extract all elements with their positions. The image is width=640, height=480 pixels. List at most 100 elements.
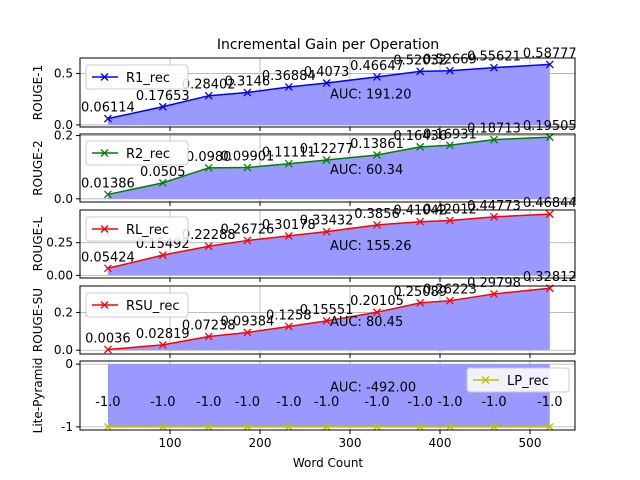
data-point-marker	[103, 114, 112, 123]
data-point-marker	[445, 216, 454, 225]
marker-stroke	[243, 163, 252, 172]
data-point-marker	[204, 163, 213, 172]
data-point-marker	[204, 422, 213, 431]
data-point-marker	[373, 422, 381, 431]
data-point-marker	[322, 227, 331, 236]
data-label: -1.0	[150, 395, 175, 410]
marker-stroke	[445, 216, 454, 225]
data-point-marker	[284, 159, 293, 168]
axes-frame	[79, 209, 576, 279]
data-point-marker	[103, 422, 112, 431]
data-label: 0.46844	[523, 196, 577, 211]
data-point-marker	[545, 210, 554, 219]
legend: RL_rec	[85, 216, 189, 242]
data-point-marker	[243, 328, 252, 337]
data-label: 0.0505	[140, 165, 186, 180]
data-point-marker	[545, 422, 554, 431]
data-label: 0.3146	[225, 75, 271, 90]
x-tick-label: 100	[159, 436, 182, 450]
data-label: 0.46647	[350, 59, 404, 74]
data-point-marker	[103, 264, 112, 273]
marker-stroke	[545, 60, 554, 69]
marker-stroke	[243, 422, 252, 431]
data-label: 0.01386	[81, 176, 135, 191]
data-point-marker	[545, 60, 554, 69]
data-point-marker	[284, 231, 293, 240]
data-label: 0.55621	[467, 50, 521, 65]
y-tick-label: 0.25	[46, 236, 73, 250]
legend: R2_rec	[85, 140, 189, 166]
chart-title: Incremental Gain per Operation	[217, 37, 439, 53]
marker-stroke	[284, 159, 293, 168]
data-label: 0.18713	[467, 122, 521, 137]
axes-frame	[79, 133, 576, 203]
marker-stroke	[243, 88, 252, 97]
data-point-marker	[103, 190, 112, 199]
subplot-stack: 0.061140.176530.284020.31460.368840.4073…	[31, 46, 577, 450]
data-label: 0.12277	[300, 142, 354, 157]
data-label: 0.33432	[300, 214, 354, 229]
legend-box	[85, 64, 189, 90]
legend-label: RL_rec	[126, 223, 169, 238]
marker-stroke	[103, 422, 112, 431]
data-point-marker	[322, 156, 331, 164]
marker-stroke	[204, 242, 213, 251]
data-label: -1.0	[276, 395, 301, 410]
y-axis-label: ROUGE-SU	[31, 288, 45, 352]
axes-frame	[79, 57, 576, 128]
marker-stroke	[158, 178, 167, 187]
marker-stroke	[445, 296, 454, 305]
data-point-marker	[284, 322, 293, 331]
marker-stroke	[490, 422, 498, 431]
legend-marker	[100, 73, 109, 81]
data-label: 0.25089	[393, 285, 447, 300]
x-axis-label: Word Count	[293, 456, 364, 470]
marker-stroke	[103, 114, 112, 123]
data-point-marker	[158, 340, 167, 349]
auc-annotation: AUC: -492.00	[330, 381, 416, 396]
marker-stroke	[416, 217, 425, 226]
subplot-3: 0.054240.154920.222880.267260.301780.334…	[31, 196, 577, 282]
data-label: -1.0	[95, 395, 120, 410]
auc-annotation: AUC: 155.26	[330, 239, 412, 254]
data-label: 0.07238	[182, 319, 236, 334]
y-axis-label: ROUGE-2	[31, 140, 45, 195]
legend: R1_rec	[85, 64, 189, 90]
data-label: 0.58777	[523, 46, 577, 61]
data-point-marker	[158, 251, 167, 260]
marker-stroke	[373, 308, 381, 317]
data-label: 0.0036	[85, 332, 131, 347]
data-point-marker	[373, 308, 381, 317]
auc-annotation: AUC: 191.20	[330, 88, 412, 103]
marker-stroke	[545, 210, 554, 219]
axes-frame	[79, 360, 576, 431]
data-point-marker	[490, 135, 498, 144]
data-label: -1.0	[408, 395, 433, 410]
marker-stroke	[373, 72, 381, 81]
data-label: 0.05424	[81, 250, 135, 265]
data-label: 0.02819	[136, 327, 190, 342]
marker-stroke	[490, 289, 498, 298]
data-point-marker	[416, 67, 425, 76]
data-label: -1.0	[537, 395, 562, 410]
data-point-marker	[158, 178, 167, 187]
marker-stroke	[322, 79, 331, 87]
auc-area	[107, 364, 550, 427]
marker-stroke	[204, 422, 213, 431]
data-label: 0.3856	[354, 207, 400, 222]
marker-stroke	[158, 422, 167, 431]
marker-stroke	[373, 151, 381, 159]
legend-box	[466, 367, 570, 393]
marker-stroke	[284, 231, 293, 240]
y-tick-label: 0.00	[46, 268, 73, 282]
marker-stroke	[416, 298, 425, 307]
marker-stroke	[158, 102, 167, 111]
data-label: 0.44773	[467, 199, 521, 214]
data-label: 0.30178	[262, 218, 316, 233]
y-tick-label: 0.0	[54, 118, 73, 132]
data-label: 0.15551	[300, 303, 354, 318]
data-label: 0.32812	[523, 270, 577, 285]
marker-stroke	[204, 163, 213, 172]
legend-box	[85, 216, 189, 242]
legend: LP_rec	[466, 367, 570, 393]
